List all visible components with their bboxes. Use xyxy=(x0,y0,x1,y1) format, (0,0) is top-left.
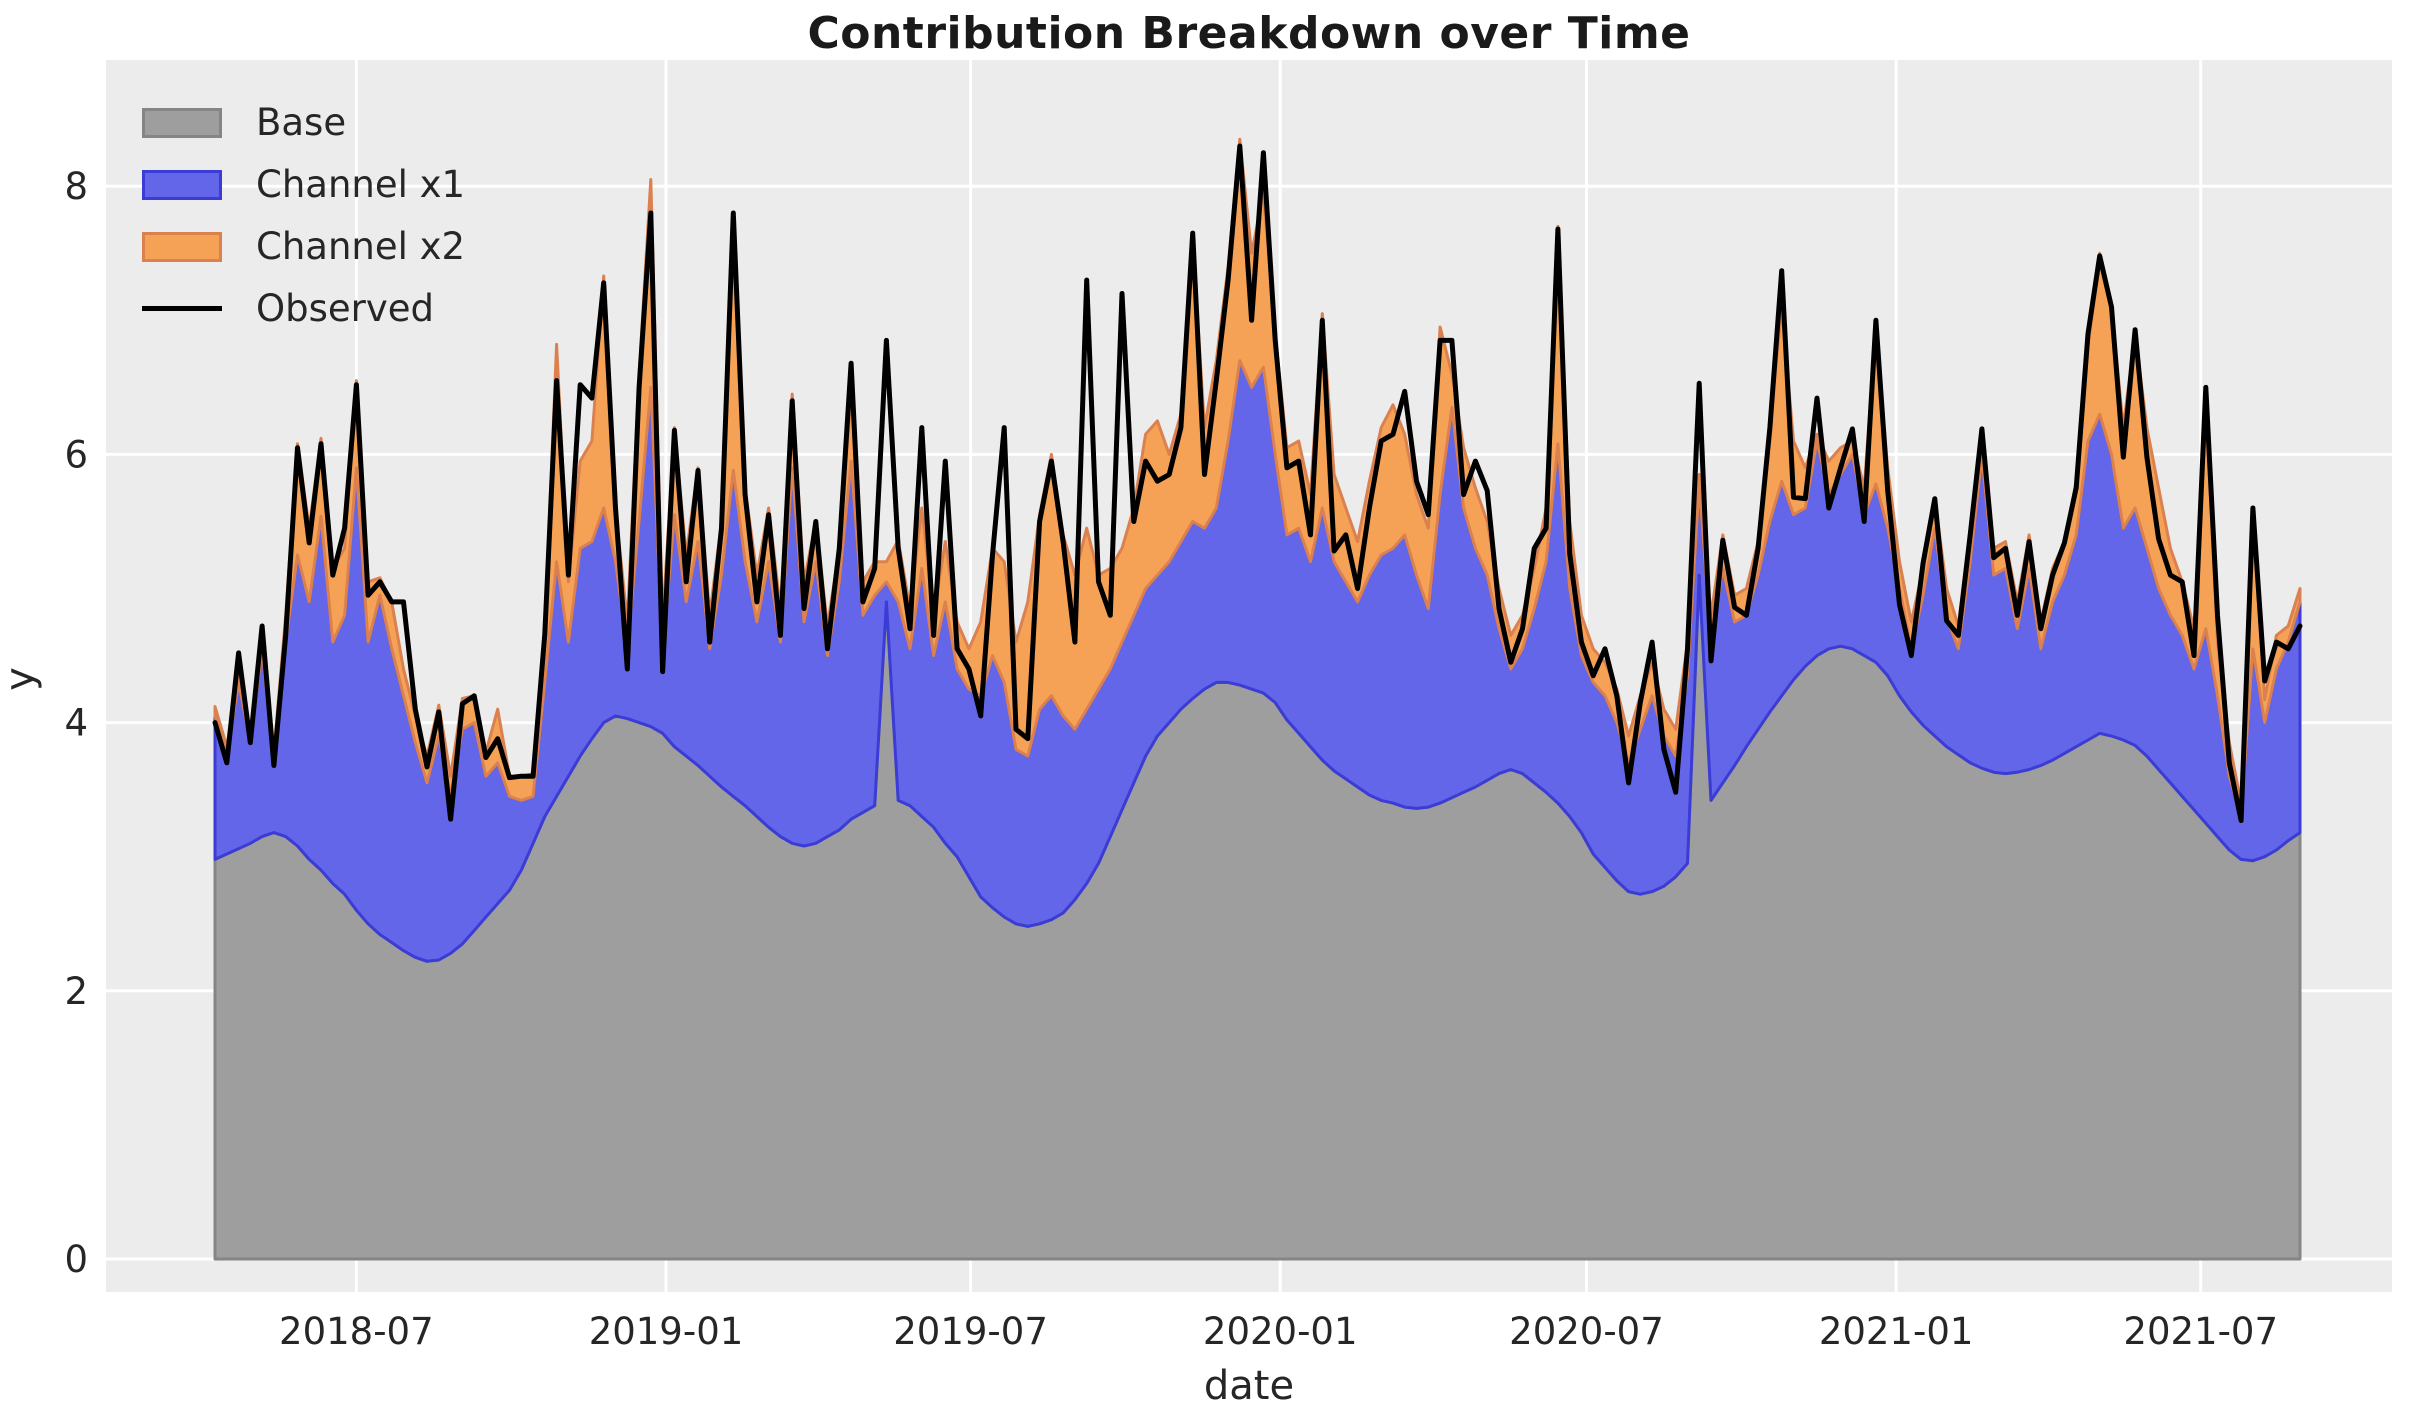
y-axis-label: y xyxy=(0,667,43,691)
x-tick-label: 2018-07 xyxy=(279,1310,434,1353)
legend-area-swatch xyxy=(142,107,222,138)
legend-entry-base: Base xyxy=(142,100,465,145)
legend-label: Base xyxy=(256,101,347,144)
y-tick-label: 8 xyxy=(64,165,88,208)
legend-label: Observed xyxy=(256,287,435,330)
y-tick-label: 4 xyxy=(64,702,88,745)
y-tick-label: 2 xyxy=(64,970,88,1013)
x-tick-label: 2021-07 xyxy=(2123,1310,2278,1353)
x-tick-label: 2020-07 xyxy=(1509,1310,1664,1353)
x-tick-label: 2021-01 xyxy=(1819,1310,1974,1353)
x-tick-label: 2019-01 xyxy=(589,1310,744,1353)
legend-entry-observed: Observed xyxy=(142,286,465,331)
legend-label: Channel x2 xyxy=(256,225,466,268)
legend-line-swatch xyxy=(142,306,222,311)
observed-line xyxy=(212,143,2303,823)
x-tick-label: 2020-01 xyxy=(1203,1310,1358,1353)
y-tick-label: 0 xyxy=(64,1238,88,1281)
legend-label: Channel x1 xyxy=(256,163,466,206)
y-tick-label: 6 xyxy=(64,433,88,476)
legend-entry-channel-x2: Channel x2 xyxy=(142,224,465,269)
x-tick-label: 2019-07 xyxy=(893,1310,1048,1353)
legend: Base Channel x1 Channel x2 Observed xyxy=(142,100,465,331)
legend-area-swatch xyxy=(142,231,222,262)
x-axis-label: date xyxy=(1203,1363,1295,1409)
chart-title: Contribution Breakdown over Time xyxy=(807,8,1691,59)
legend-entry-channel-x1: Channel x1 xyxy=(142,162,465,207)
legend-area-swatch xyxy=(142,169,222,200)
tick-labels: 0 2 4 6 8 2018-07 2019-01 2019-07 2020-01 2020-07… xyxy=(64,165,2278,1353)
